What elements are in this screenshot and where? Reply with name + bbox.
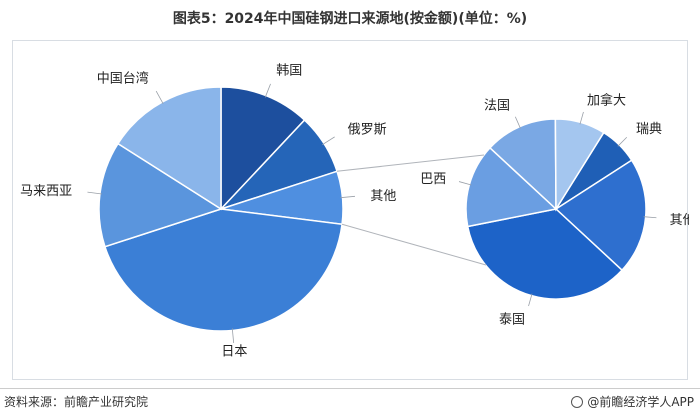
detail-label-瑞典: 瑞典 (636, 122, 662, 137)
main-leader-马来西亚 (87, 191, 102, 195)
brand-credit: @前瞻经济学人APP (571, 393, 694, 410)
source-note: 资料来源：前瞻产业研究院 (4, 395, 149, 409)
detail-leader-其他 (643, 216, 657, 219)
detail-label-泰国: 泰国 (499, 313, 525, 328)
main-leader-俄罗斯 (322, 136, 335, 146)
main-label-俄罗斯: 俄罗斯 (348, 123, 387, 138)
main-leader-其他 (340, 195, 356, 199)
brand-text: @前瞻经济学人APP (587, 395, 694, 409)
detail-label-加拿大: 加拿大 (587, 92, 626, 108)
connector-line-bottom (341, 223, 487, 266)
main-leader-韩国 (264, 83, 271, 98)
main-label-日本: 日本 (221, 344, 247, 359)
main-leader-中国台湾 (155, 90, 164, 105)
detail-label-巴西: 巴西 (420, 172, 446, 187)
detail-leader-法国 (514, 116, 521, 129)
main-label-韩国: 韩国 (276, 64, 302, 79)
detail-leader-巴西 (458, 181, 472, 186)
connector-line-top (336, 154, 485, 172)
main-label-马来西亚: 马来西亚 (20, 184, 72, 199)
detail-label-法国: 法国 (484, 99, 510, 114)
main-label-中国台湾: 中国台湾 (97, 71, 149, 87)
brand-logo-icon (571, 395, 584, 408)
detail-leader-瑞典 (617, 136, 628, 147)
footer-divider (0, 388, 700, 389)
chart-title: 图表5：2024年中国硅钢进口来源地(按金额)(单位：%) (172, 11, 528, 27)
main-leader-日本 (231, 328, 235, 344)
detail-leader-加拿大 (579, 111, 584, 125)
detail-leader-泰国 (528, 293, 533, 307)
detail-label-其他: 其他 (670, 213, 689, 228)
main-label-其他: 其他 (370, 189, 396, 204)
